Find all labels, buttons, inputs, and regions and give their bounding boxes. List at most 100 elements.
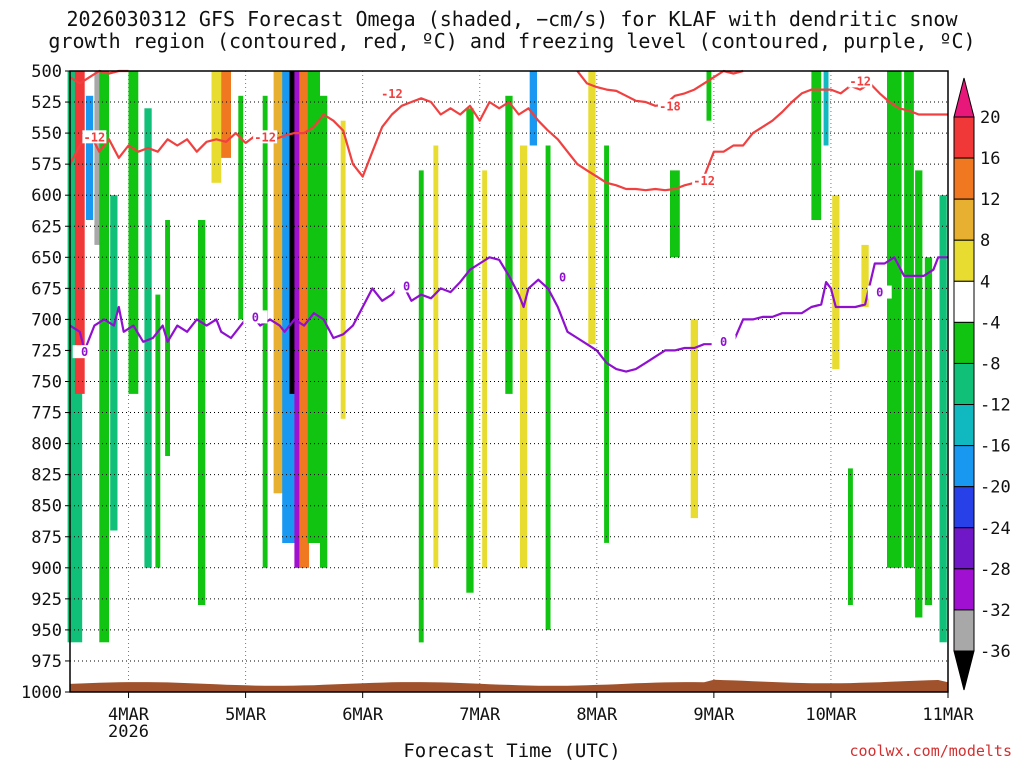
omega-shading-22 bbox=[340, 120, 346, 419]
omega-shading-30 bbox=[545, 145, 551, 630]
omega-shading-23 bbox=[418, 170, 424, 643]
chart-title-line-1: 2026030312 GFS Forecast Omega (shaded, −… bbox=[66, 7, 958, 31]
y-tick-label-925: 925 bbox=[31, 590, 62, 610]
freezing-label-1: 0 bbox=[81, 345, 88, 359]
omega-shading-24 bbox=[433, 145, 439, 568]
colorbar-label-3: 8 bbox=[980, 231, 990, 251]
colorbar-box-3 bbox=[953, 239, 975, 282]
y-tick-label-975: 975 bbox=[31, 652, 62, 672]
colorbar-box-8 bbox=[953, 445, 975, 488]
freezing-level-line bbox=[69, 256, 948, 373]
omega-shading-37 bbox=[823, 71, 829, 146]
ground-surface bbox=[70, 679, 948, 692]
dgz-label-3: -12 bbox=[381, 87, 403, 101]
omega-shading-2 bbox=[85, 95, 94, 220]
y-tick-label-650: 650 bbox=[31, 248, 62, 268]
omega-shading-38 bbox=[832, 195, 840, 370]
colorbar-label-6: -8 bbox=[980, 354, 1000, 374]
colorbar-label-12: -32 bbox=[980, 601, 1011, 621]
colorbar-box-7 bbox=[953, 404, 975, 447]
colorbar-top-arrow bbox=[953, 77, 975, 118]
colorbar-bottom-arrow bbox=[953, 650, 975, 691]
omega-shading-34 bbox=[690, 319, 698, 519]
freezing-label-4: 0 bbox=[559, 271, 566, 285]
colorbar-label-7: -12 bbox=[980, 396, 1011, 416]
y-tick-label-550: 550 bbox=[31, 124, 62, 144]
omega-shading-35 bbox=[706, 71, 712, 121]
colorbar-box-11 bbox=[953, 568, 975, 611]
omega-shading-31 bbox=[588, 71, 596, 345]
y-tick-label-725: 725 bbox=[31, 341, 62, 361]
omega-shading-19 bbox=[299, 71, 310, 568]
colorbar-label-11: -28 bbox=[980, 560, 1011, 580]
dgz-minus12-line-0 bbox=[69, 82, 948, 192]
x-tick-label-10MAR: 10MAR bbox=[805, 705, 857, 725]
colorbar-box-1 bbox=[953, 157, 975, 200]
dgz-label-4-bg bbox=[692, 173, 717, 187]
dgz-label-6: -18 bbox=[659, 99, 681, 113]
omega-shading-14 bbox=[262, 95, 268, 568]
x-tick-label-5MAR: 5MAR bbox=[225, 705, 267, 725]
colorbar-label-8: -16 bbox=[980, 437, 1011, 457]
omega-shading-43 bbox=[915, 170, 923, 618]
colorbar-box-2 bbox=[953, 198, 975, 241]
omega-shading-42 bbox=[904, 71, 914, 568]
x-tick-label-6MAR: 6MAR bbox=[342, 705, 384, 725]
omega-shading-21 bbox=[320, 95, 328, 568]
dgz-label-4: -12 bbox=[693, 174, 715, 188]
omega-shading-20 bbox=[307, 71, 320, 543]
y-tick-label-875: 875 bbox=[31, 528, 62, 548]
dgz-label-2: -12 bbox=[254, 130, 276, 144]
colorbar-label-10: -24 bbox=[980, 519, 1011, 539]
colorbar-label-9: -20 bbox=[980, 478, 1011, 498]
omega-shading-44 bbox=[924, 257, 933, 606]
colorbar-box-4 bbox=[953, 280, 975, 323]
x-tick-label-9MAR: 9MAR bbox=[693, 705, 735, 725]
freezing-label-6-bg bbox=[867, 285, 892, 299]
y-tick-label-625: 625 bbox=[31, 217, 62, 237]
omega-shading-27 bbox=[505, 95, 513, 394]
omega-shading-4 bbox=[99, 71, 110, 643]
x-tick-label-7MAR: 7MAR bbox=[459, 705, 501, 725]
y-tick-label-825: 825 bbox=[31, 466, 62, 486]
omega-shading-26 bbox=[482, 170, 488, 568]
dgz-label-5: -12 bbox=[849, 74, 871, 88]
dgz-label-6-bg bbox=[657, 99, 682, 113]
y-tick-label-700: 700 bbox=[31, 310, 62, 330]
colorbar-label-13: -36 bbox=[980, 642, 1011, 662]
colorbar-box-6 bbox=[953, 362, 975, 406]
omega-shading-33 bbox=[670, 170, 680, 258]
colorbar-box-12 bbox=[953, 609, 975, 652]
omega-shading-13 bbox=[238, 95, 244, 320]
credit-text: coolwx.com/modelts bbox=[849, 742, 1012, 760]
y-tick-label-500: 500 bbox=[31, 62, 62, 82]
y-tick-label-750: 750 bbox=[31, 373, 62, 393]
omega-shading-45 bbox=[939, 195, 947, 643]
y-tick-label-800: 800 bbox=[31, 435, 62, 455]
y-tick-label-525: 525 bbox=[31, 93, 62, 113]
chart-title-line-2: growth region (contoured, red, ºC) and f… bbox=[48, 29, 976, 53]
omega-shading-36 bbox=[811, 71, 822, 220]
omega-shading-7 bbox=[144, 108, 152, 568]
dgz-label-1-bg bbox=[82, 130, 107, 144]
omega-shading-12 bbox=[221, 71, 231, 158]
freezing-label-1-bg bbox=[72, 345, 97, 359]
colorbar-label-4: 4 bbox=[980, 272, 990, 292]
colorbar-label-1: 16 bbox=[980, 149, 1000, 169]
omega-shading-5 bbox=[110, 195, 118, 531]
y-tick-label-575: 575 bbox=[31, 155, 62, 175]
y-tick-label-775: 775 bbox=[31, 404, 62, 424]
freezing-label-2: 0 bbox=[252, 310, 259, 324]
freezing-label-2-bg bbox=[243, 310, 268, 324]
dgz-label-1: -12 bbox=[84, 130, 106, 144]
colorbar-box-9 bbox=[953, 486, 975, 529]
colorbar-box-5 bbox=[953, 321, 975, 364]
dgz-label-2-bg bbox=[253, 130, 278, 144]
colorbar-box-10 bbox=[953, 527, 975, 570]
freezing-label-5: 0 bbox=[720, 335, 727, 349]
y-tick-label-850: 850 bbox=[31, 497, 62, 517]
colorbar-label-2: 12 bbox=[980, 190, 1000, 210]
omega-shading-40 bbox=[861, 244, 869, 307]
y-tick-label-900: 900 bbox=[31, 559, 62, 579]
